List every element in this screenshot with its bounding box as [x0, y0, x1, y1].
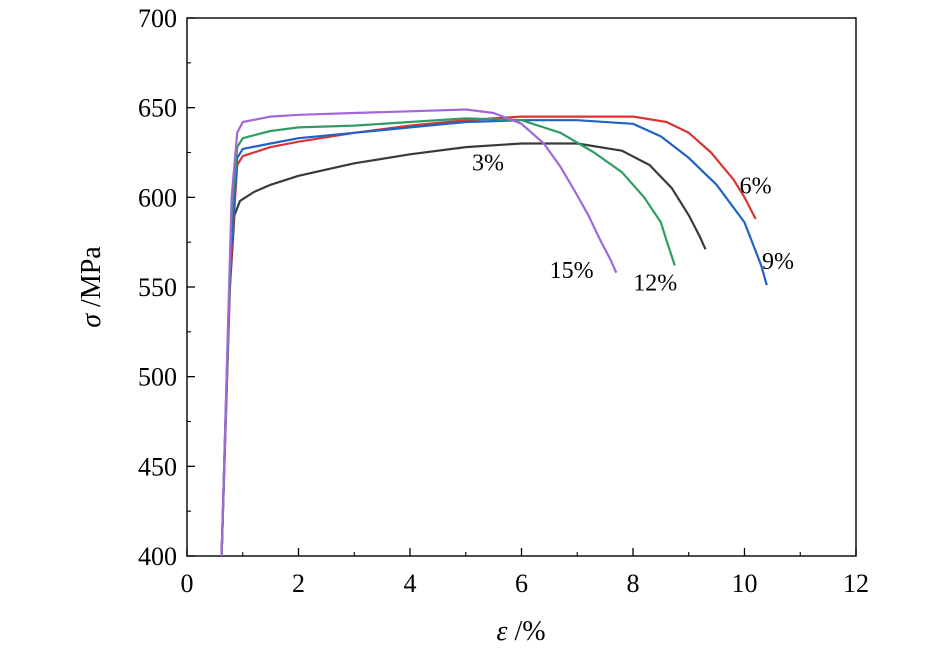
x-tick-label: 8: [627, 569, 640, 598]
x-tick-label: 6: [515, 569, 528, 598]
series-annotations: 3% 6% 9% 12% 15%: [472, 150, 794, 296]
y-tick-label: 550: [138, 273, 177, 302]
x-axis-title: ε /%: [496, 616, 545, 647]
series-line-15pct: [220, 108, 618, 557]
y-axis-title: σ /MPa: [76, 246, 107, 328]
y-tick-label: 500: [138, 363, 177, 392]
series-layer: [220, 108, 768, 557]
series-label: 3%: [472, 150, 504, 176]
y-tick-label: 700: [138, 4, 177, 33]
x-tick-label: 2: [292, 569, 305, 598]
y-tick-label: 650: [138, 94, 177, 123]
y-tick-label: 600: [138, 183, 177, 212]
x-tick-label: 4: [404, 569, 417, 598]
x-tick-label: 10: [732, 569, 758, 598]
series-line-9pct: [220, 119, 768, 557]
series-line-12pct: [220, 117, 676, 557]
y-tick-label: 400: [138, 542, 177, 571]
axis-ticks: 0 2 4 6 8 10 12 400 450 500 550 600 650 700: [138, 4, 869, 598]
x-tick-label: 0: [181, 569, 194, 598]
series-line-6pct: [220, 115, 757, 557]
series-line-3pct: [220, 142, 707, 557]
series-label: 9%: [762, 249, 794, 275]
x-tick-label: 12: [843, 569, 869, 598]
series-label: 15%: [550, 258, 594, 284]
series-label: 12%: [633, 271, 677, 297]
series-label: 6%: [740, 174, 772, 200]
y-tick-label: 450: [138, 452, 177, 481]
plot-frame: [186, 17, 857, 557]
